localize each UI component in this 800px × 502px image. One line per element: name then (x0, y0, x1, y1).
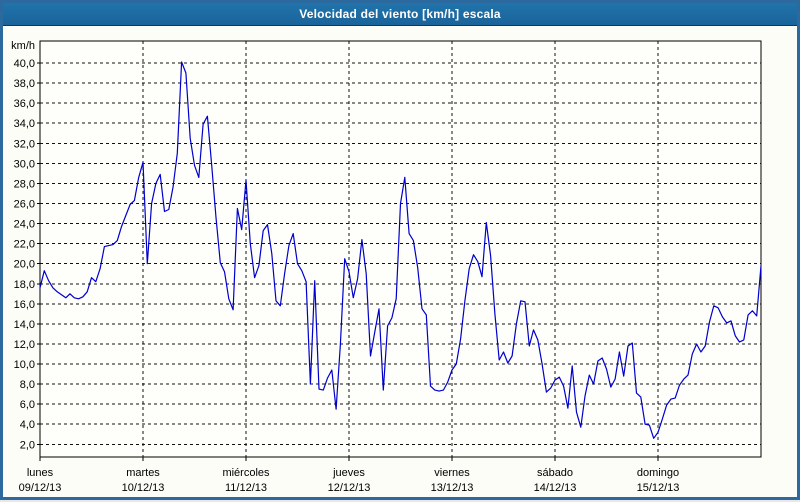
x-day-label: martes (126, 467, 160, 479)
y-tick-label: 8,0 (20, 379, 35, 391)
y-tick-label: 32,0 (14, 138, 35, 150)
y-tick-label: 2,0 (20, 439, 35, 451)
wind-speed-line (39, 61, 762, 439)
x-day-label: lunes (27, 467, 54, 479)
x-date-label: 12/12/13 (328, 482, 371, 494)
x-date-label: 10/12/13 (122, 482, 165, 494)
x-date-label: 14/12/13 (534, 482, 577, 494)
y-tick-label: 24,0 (14, 219, 35, 231)
y-tick-label: 6,0 (20, 399, 35, 411)
y-tick-label: 30,0 (14, 158, 35, 170)
y-tick-label: 4,0 (20, 419, 35, 431)
x-day-label: domingo (637, 467, 679, 479)
y-tick-label: 14,0 (14, 319, 35, 331)
plot-frame (39, 40, 762, 458)
x-day-label: sábado (537, 467, 573, 479)
y-tick-label: 34,0 (14, 118, 35, 130)
y-tick-label: 20,0 (14, 259, 35, 271)
x-date-label: 15/12/13 (637, 482, 680, 494)
chart-area: 40,0 38,0 36,0 34,0 32,0 30,0 28,0 26,0 24,0 22,0… (3, 26, 797, 497)
y-tick-label: 40,0 (14, 58, 35, 70)
x-date-label: 11/12/13 (225, 482, 267, 494)
y-tick-label: 10,0 (14, 359, 35, 371)
plot-background (40, 41, 761, 457)
y-tick-label: 26,0 (14, 198, 35, 210)
title-bar: Velocidad del viento [km/h] escala (3, 3, 797, 26)
y-tick-label: 18,0 (14, 279, 35, 291)
x-day-label: miércoles (222, 467, 270, 479)
y-tick-label: 36,0 (14, 98, 35, 110)
x-day-label: viernes (434, 467, 470, 479)
x-day-label: jueves (332, 467, 365, 479)
y-tick-label: 28,0 (14, 178, 35, 190)
x-date-label: 09/12/13 (19, 482, 62, 494)
y-tick-label: 38,0 (14, 78, 35, 90)
window-title: Velocidad del viento [km/h] escala (299, 7, 501, 21)
y-tick-label: 16,0 (14, 299, 35, 311)
y-tick-label: 12,0 (14, 339, 35, 351)
wind-speed-chart: 40,0 38,0 36,0 34,0 32,0 30,0 28,0 26,0 24,0 22,0… (11, 40, 762, 494)
x-date-label: 13/12/13 (431, 482, 474, 494)
y-axis-unit-label: km/h (11, 40, 35, 52)
y-tick-label: 22,0 (14, 239, 35, 251)
